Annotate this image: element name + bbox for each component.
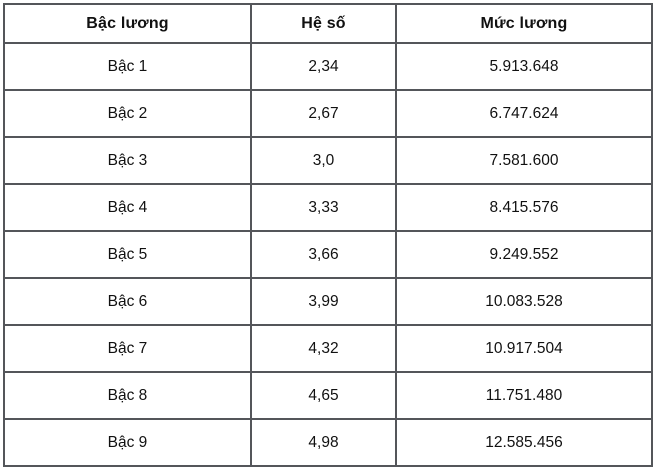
coefficient-cell: 3,66 [250,230,397,279]
grade-cell: Bậc 5 [3,230,252,279]
grade-cell: Bậc 3 [3,136,252,185]
table-row: Bậc 7 4,32 10.917.504 [3,324,653,373]
salary-table: Bậc lương Hệ số Mức lương Bậc 1 2,34 5.9… [3,3,653,467]
salary-cell: 10.083.528 [395,277,653,326]
column-header-coefficient: Hệ số [250,3,397,44]
salary-cell: 8.415.576 [395,183,653,232]
salary-cell: 9.249.552 [395,230,653,279]
table-row: Bậc 3 3,0 7.581.600 [3,136,653,185]
coefficient-cell: 3,0 [250,136,397,185]
table-row: Bậc 4 3,33 8.415.576 [3,183,653,232]
coefficient-cell: 4,65 [250,371,397,420]
grade-cell: Bậc 2 [3,89,252,138]
coefficient-cell: 3,33 [250,183,397,232]
table-row: Bậc 2 2,67 6.747.624 [3,89,653,138]
column-header-salary: Mức lương [395,3,653,44]
table-row: Bậc 6 3,99 10.083.528 [3,277,653,326]
header-row: Bậc lương Hệ số Mức lương [3,3,653,44]
grade-cell: Bậc 9 [3,418,252,467]
salary-cell: 7.581.600 [395,136,653,185]
grade-cell: Bậc 6 [3,277,252,326]
grade-cell: Bậc 1 [3,42,252,91]
salary-cell: 11.751.480 [395,371,653,420]
coefficient-cell: 4,98 [250,418,397,467]
coefficient-cell: 3,99 [250,277,397,326]
coefficient-cell: 2,67 [250,89,397,138]
grade-cell: Bậc 7 [3,324,252,373]
salary-cell: 5.913.648 [395,42,653,91]
grade-cell: Bậc 4 [3,183,252,232]
column-header-grade: Bậc lương [3,3,252,44]
salary-cell: 10.917.504 [395,324,653,373]
table-body: Bậc 1 2,34 5.913.648 Bậc 2 2,67 6.747.62… [3,42,653,467]
coefficient-cell: 4,32 [250,324,397,373]
table-row: Bậc 9 4,98 12.585.456 [3,418,653,467]
grade-cell: Bậc 8 [3,371,252,420]
salary-cell: 6.747.624 [395,89,653,138]
table-header: Bậc lương Hệ số Mức lương [3,3,653,44]
table-row: Bậc 8 4,65 11.751.480 [3,371,653,420]
coefficient-cell: 2,34 [250,42,397,91]
table-row: Bậc 1 2,34 5.913.648 [3,42,653,91]
salary-cell: 12.585.456 [395,418,653,467]
table-row: Bậc 5 3,66 9.249.552 [3,230,653,279]
